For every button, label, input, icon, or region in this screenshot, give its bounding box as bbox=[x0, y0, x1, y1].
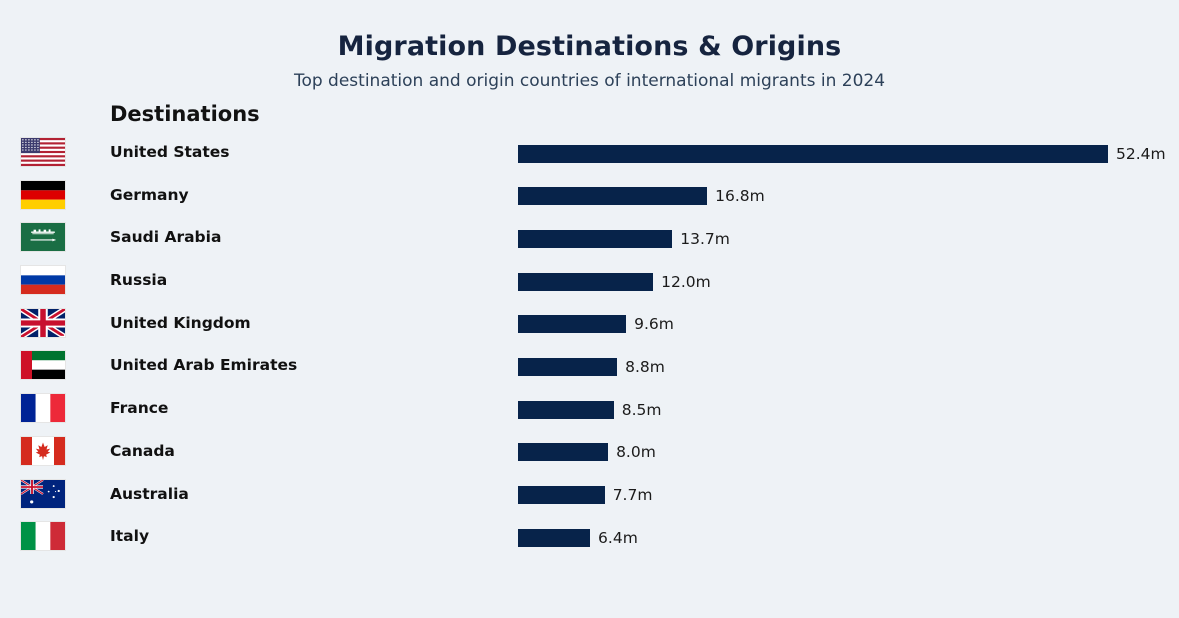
bar bbox=[518, 229, 673, 248]
bar-value-label: 16.8m bbox=[715, 187, 765, 206]
flag-united-kingdom-icon bbox=[20, 307, 66, 338]
country-label: France bbox=[110, 399, 169, 418]
country-label: Italy bbox=[110, 527, 150, 546]
destination-row: United States 52.4m bbox=[0, 136, 1179, 179]
destination-row: Germany 16.8m bbox=[0, 179, 1179, 222]
bar bbox=[518, 400, 614, 419]
bar-track: 7.7m bbox=[518, 485, 653, 504]
bar-value-label: 7.7m bbox=[612, 486, 653, 504]
flag-australia-icon bbox=[20, 478, 66, 509]
bar-track: 8.8m bbox=[518, 356, 665, 376]
country-label: United Arab Emirates bbox=[110, 356, 298, 375]
bar-track: 9.6m bbox=[518, 314, 674, 334]
flag-russia-icon bbox=[20, 265, 66, 296]
destination-row: Saudi Arabia 13.7m bbox=[0, 221, 1179, 264]
country-label: United Kingdom bbox=[110, 313, 251, 332]
bar-value-label: 52.4m bbox=[1116, 144, 1166, 163]
flag-united-states-icon bbox=[20, 137, 66, 167]
country-label: United States bbox=[110, 143, 230, 161]
destination-row: France 8.5m bbox=[0, 392, 1179, 435]
country-label: Australia bbox=[110, 484, 189, 503]
section-heading-destinations: Destinations bbox=[110, 102, 260, 126]
flag-canada-icon bbox=[20, 435, 66, 466]
destination-row: Australia 7.7m bbox=[0, 478, 1179, 521]
bar-value-label: 8.8m bbox=[625, 357, 665, 376]
bar-track: 12.0m bbox=[518, 271, 711, 291]
country-label: Russia bbox=[110, 271, 168, 290]
bar-value-label: 12.0m bbox=[661, 272, 711, 291]
flag-germany-icon bbox=[20, 179, 66, 210]
bar-track: 52.4m bbox=[518, 143, 1166, 163]
destination-row: Italy 6.4m bbox=[0, 520, 1179, 563]
destinations-bar-list: United States 52.4m Germany 16.8m Saudi Ar… bbox=[0, 136, 1179, 563]
destination-row: United Arab Emirates 8.8m bbox=[0, 349, 1179, 392]
page-subtitle: Top destination and origin countries of … bbox=[293, 71, 886, 91]
bar-value-label: 8.5m bbox=[621, 400, 662, 419]
page-title: Migration Destinations & Origins bbox=[337, 31, 842, 62]
bar-track: 13.7m bbox=[518, 228, 730, 248]
destination-row: Canada 8.0m bbox=[0, 435, 1179, 478]
bar bbox=[518, 443, 609, 462]
destination-row: United Kingdom 9.6m bbox=[0, 307, 1179, 350]
country-label: Canada bbox=[110, 441, 175, 460]
bar-track: 16.8m bbox=[518, 186, 765, 206]
country-label: Saudi Arabia bbox=[110, 228, 222, 247]
flag-united-arab-emirates-icon bbox=[20, 350, 66, 381]
bar bbox=[518, 144, 1108, 163]
flag-italy-icon bbox=[20, 521, 66, 552]
flag-france-icon bbox=[20, 393, 66, 424]
bar bbox=[518, 315, 627, 334]
bar bbox=[518, 528, 591, 547]
flag-saudi-arabia-icon bbox=[20, 222, 66, 253]
bar-value-label: 9.6m bbox=[634, 315, 674, 334]
destination-row: Russia 12.0m bbox=[0, 264, 1179, 307]
bar bbox=[518, 187, 708, 206]
bar bbox=[518, 357, 618, 376]
country-label: Germany bbox=[110, 185, 189, 204]
bar-track: 8.0m bbox=[518, 442, 656, 462]
bar-value-label: 6.4m bbox=[598, 528, 638, 547]
bar-value-label: 8.0m bbox=[616, 443, 656, 462]
bar-track: 6.4m bbox=[518, 527, 638, 547]
bar-track: 8.5m bbox=[518, 399, 662, 419]
bar bbox=[518, 272, 654, 291]
bar bbox=[518, 486, 605, 504]
bar-value-label: 13.7m bbox=[680, 229, 730, 248]
